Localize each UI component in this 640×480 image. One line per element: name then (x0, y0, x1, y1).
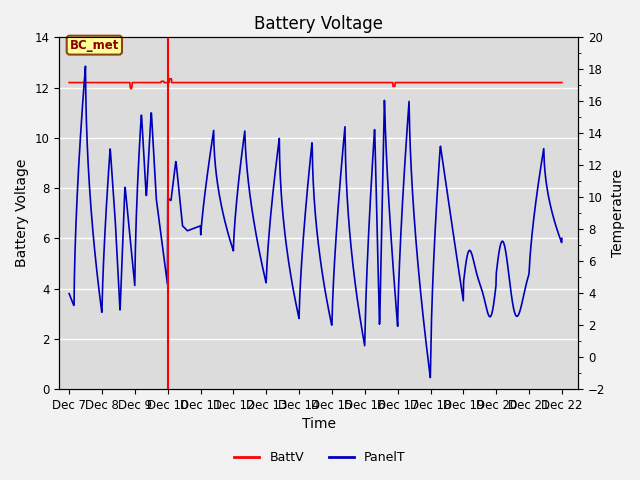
Text: BC_met: BC_met (70, 39, 119, 52)
X-axis label: Time: Time (302, 418, 336, 432)
Legend: BattV, PanelT: BattV, PanelT (229, 446, 411, 469)
Title: Battery Voltage: Battery Voltage (254, 15, 383, 33)
Y-axis label: Battery Voltage: Battery Voltage (15, 159, 29, 267)
Y-axis label: Temperature: Temperature (611, 169, 625, 257)
